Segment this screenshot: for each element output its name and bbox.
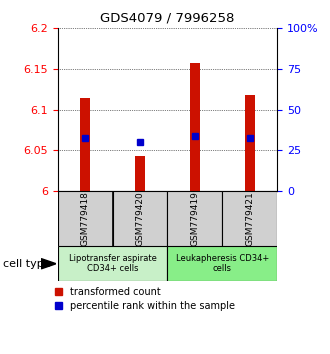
Text: Leukapheresis CD34+
cells: Leukapheresis CD34+ cells: [176, 254, 269, 273]
Text: Lipotransfer aspirate
CD34+ cells: Lipotransfer aspirate CD34+ cells: [69, 254, 156, 273]
Legend: transformed count, percentile rank within the sample: transformed count, percentile rank withi…: [51, 283, 239, 315]
Polygon shape: [41, 259, 56, 269]
Bar: [245, 95, 255, 191]
Text: GSM779420: GSM779420: [136, 191, 145, 246]
Bar: [80, 97, 90, 191]
Bar: [113, 191, 168, 246]
Bar: [58, 191, 113, 246]
Bar: [190, 63, 200, 191]
Bar: [222, 191, 277, 246]
Text: cell type: cell type: [3, 259, 51, 269]
Bar: [168, 191, 222, 246]
Title: GDS4079 / 7996258: GDS4079 / 7996258: [100, 11, 235, 24]
Bar: [58, 246, 168, 281]
Text: GSM779418: GSM779418: [81, 191, 90, 246]
Bar: [135, 156, 145, 191]
Bar: [168, 246, 277, 281]
Text: GSM779421: GSM779421: [245, 191, 254, 246]
Text: GSM779419: GSM779419: [190, 191, 199, 246]
